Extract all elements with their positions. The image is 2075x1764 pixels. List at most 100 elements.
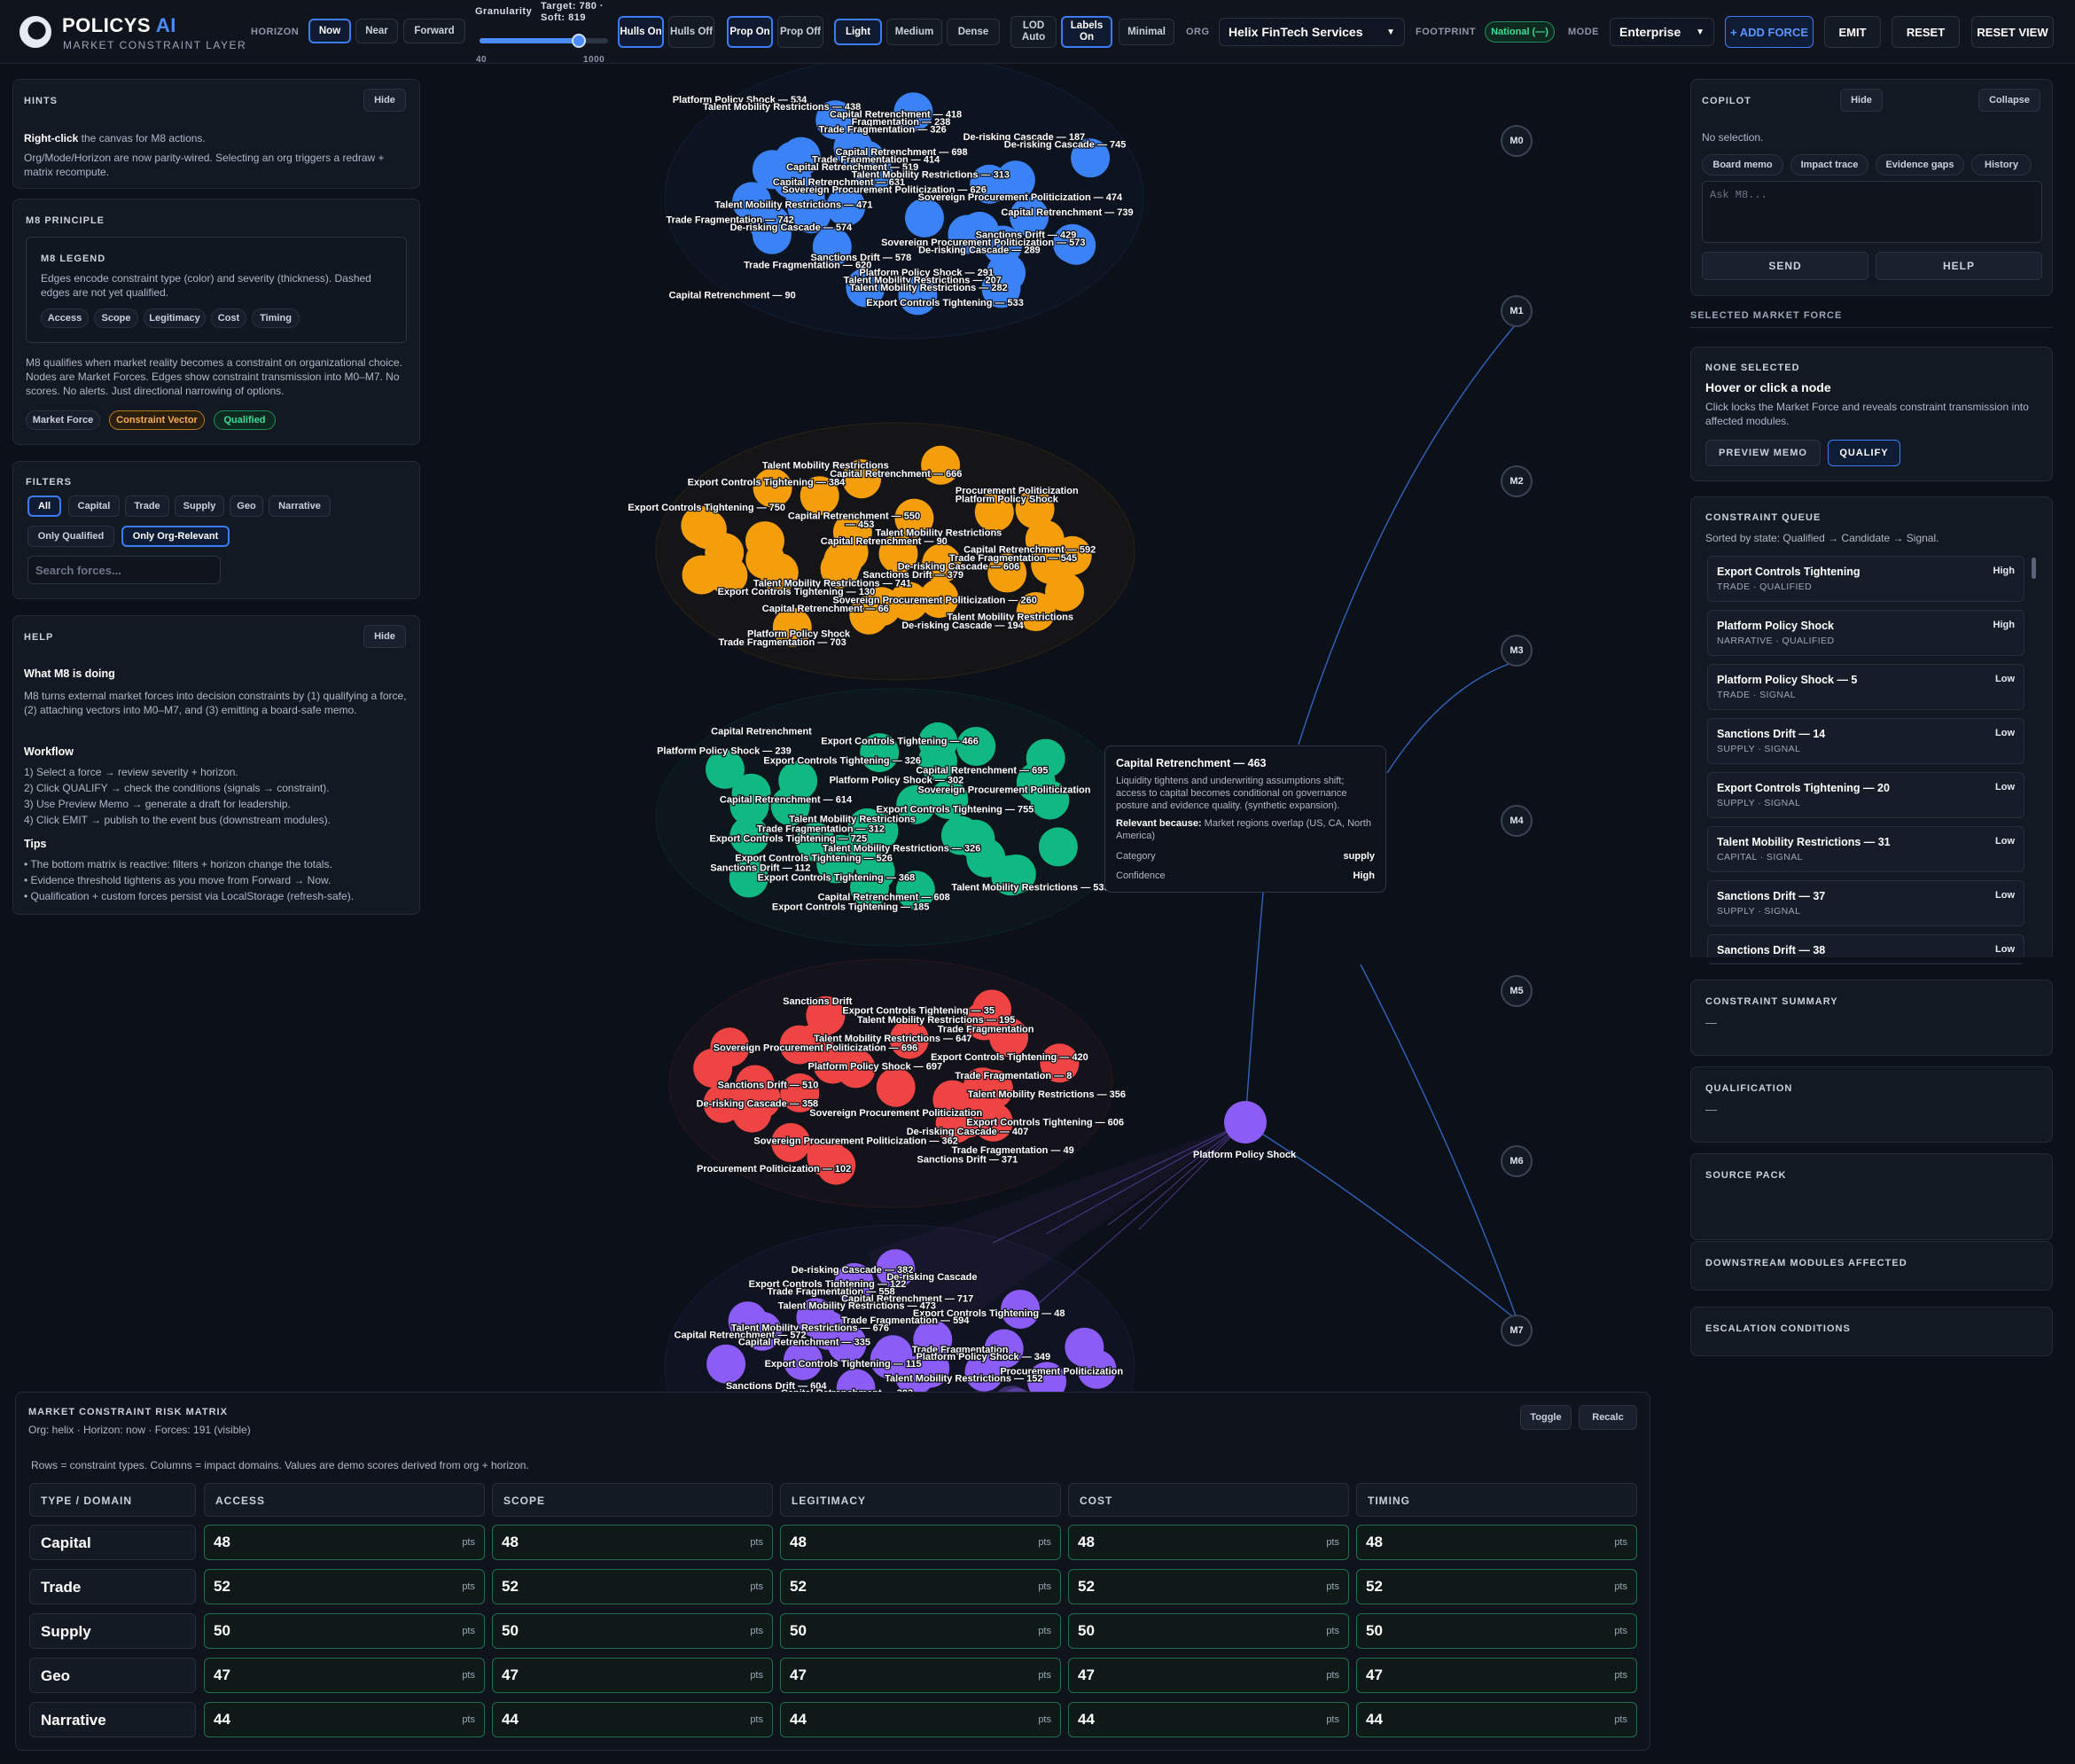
copilot-send-button[interactable]: SEND [1702,252,1868,280]
matrix-cell[interactable]: 47 pts [1356,1658,1637,1693]
granularity-slider[interactable] [480,34,608,48]
hulls-on-button[interactable]: Hulls On [618,16,664,48]
force-node[interactable] [940,816,980,855]
copilot-collapse-button[interactable]: Collapse [1978,89,2040,112]
horizon-near-button[interactable]: Near [355,19,398,43]
emit-button[interactable]: EMIT [1824,16,1881,48]
force-node[interactable] [846,268,885,308]
matrix-cell[interactable]: 50 pts [1068,1613,1349,1649]
prop-on-button[interactable]: Prop On [727,16,773,48]
force-node[interactable] [745,521,784,561]
matrix-cell[interactable]: 44 pts [492,1702,773,1737]
filter-capital-chip[interactable]: Capital [68,496,120,517]
force-node[interactable] [800,476,839,516]
force-node[interactable] [850,867,889,907]
force-node[interactable] [729,786,769,826]
force-node[interactable] [787,186,827,226]
force-node[interactable] [781,137,821,176]
force-node[interactable] [1010,197,1049,237]
force-node[interactable] [771,1123,811,1162]
matrix-cell[interactable]: 50 pts [780,1613,1061,1649]
force-node[interactable] [876,1067,916,1107]
force-node[interactable] [910,1348,950,1388]
force-node[interactable] [987,253,1026,293]
force-node[interactable] [1025,519,1065,559]
force-node[interactable] [815,100,855,140]
matrix-cell[interactable]: 48 pts [1068,1525,1349,1560]
module-node-m2[interactable]: M2 [1501,465,1533,497]
force-node[interactable] [778,761,818,800]
force-node[interactable] [984,1329,1024,1369]
copilot-help-button[interactable]: HELP [1876,252,2042,280]
density-dense-button[interactable]: Dense [947,19,1000,45]
search-forces-input[interactable]: Search forces... [27,556,221,584]
force-node[interactable] [929,780,969,820]
force-node[interactable] [1030,780,1070,820]
module-node-m7[interactable]: M7 [1501,1315,1533,1346]
force-node[interactable] [796,1298,836,1338]
filter-geo-chip[interactable]: Geo [230,496,263,517]
matrix-cell[interactable]: 52 pts [492,1569,773,1604]
force-node[interactable] [896,784,936,824]
matrix-cell[interactable]: 50 pts [1356,1613,1637,1649]
force-node[interactable] [1038,827,1078,867]
matrix-cell[interactable]: 44 pts [1068,1702,1349,1737]
force-node[interactable] [921,445,961,485]
force-node[interactable] [876,1249,916,1289]
force-node[interactable] [889,1019,929,1059]
force-node[interactable] [973,1102,1013,1142]
force-node[interactable] [779,1025,819,1065]
matrix-cell[interactable]: 50 pts [492,1613,773,1649]
force-node[interactable] [987,553,1027,593]
queue-item[interactable]: Talent Mobility Restrictions — 31 CAPITAL… [1707,826,2024,872]
force-node[interactable] [780,1073,820,1112]
queue-item[interactable]: Sanctions Drift — 14 SUPPLY · SIGNAL Low [1707,718,2024,764]
force-node[interactable] [1057,225,1096,265]
matrix-cell[interactable]: 50 pts [204,1613,485,1649]
horizon-now-button[interactable]: Now [308,19,351,43]
module-node-m1[interactable]: M1 [1501,295,1533,327]
matrix-cell[interactable]: 47 pts [204,1658,485,1693]
force-node[interactable] [895,870,935,910]
matrix-cell[interactable]: 48 pts [204,1525,485,1560]
matrix-cell[interactable]: 48 pts [780,1525,1061,1560]
filter-supply-chip[interactable]: Supply [175,496,224,517]
module-node-m5[interactable]: M5 [1501,975,1533,1007]
force-node[interactable] [833,128,873,168]
force-node[interactable] [807,1137,846,1177]
force-node[interactable] [812,227,852,267]
lod-auto-button[interactable]: LOD Auto [1010,16,1057,48]
matrix-toggle-button[interactable]: Toggle [1520,1405,1572,1430]
module-node-m3[interactable]: M3 [1501,635,1533,667]
queue-item[interactable]: Export Controls Tightening TRADE · QUALIF… [1707,556,2024,602]
force-node[interactable] [729,816,769,856]
force-node[interactable] [893,92,933,132]
matrix-cell[interactable]: 44 pts [780,1702,1061,1737]
force-node[interactable] [913,1320,953,1360]
force-node[interactable] [873,1335,913,1375]
force-node[interactable] [729,858,768,898]
matrix-cell[interactable]: 44 pts [1356,1702,1637,1737]
copilot-hide-button[interactable]: Hide [1840,89,1883,112]
force-node[interactable] [948,215,987,254]
force-node[interactable] [783,1340,823,1380]
hints-hide-button[interactable]: Hide [363,89,406,112]
force-node[interactable] [842,459,882,499]
matrix-cell[interactable]: 44 pts [204,1702,485,1737]
mode-select[interactable]: Enterprise ▼ [1610,18,1714,46]
org-select[interactable]: Helix FinTech Services ▼ [1219,18,1405,46]
minimal-button[interactable]: Minimal [1119,19,1174,45]
force-node[interactable] [759,552,799,592]
force-node[interactable] [918,722,958,761]
force-node[interactable] [728,1301,768,1341]
reset-button[interactable]: RESET [1892,16,1960,48]
force-node[interactable] [995,160,1035,200]
only-org-relevant-toggle[interactable]: Only Org-Relevant [121,526,230,547]
force-node[interactable] [706,1344,746,1384]
force-node[interactable] [905,198,944,238]
copilot-ask-input[interactable]: Ask M8... [1702,181,2042,243]
queue-item[interactable]: Export Controls Tightening — 20 SUPPLY · … [1707,772,2024,818]
matrix-cell[interactable]: 48 pts [492,1525,773,1560]
matrix-cell[interactable]: 47 pts [492,1658,773,1693]
